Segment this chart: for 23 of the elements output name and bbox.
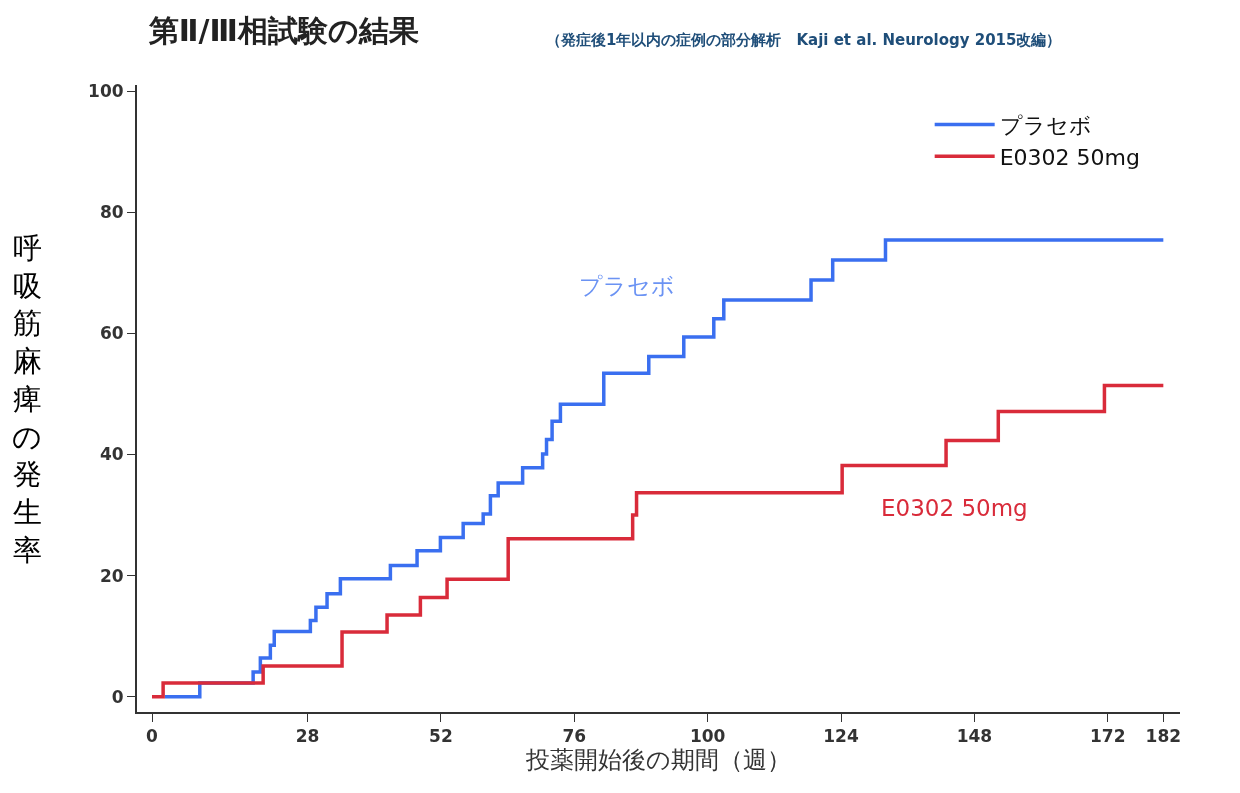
- x-tick-label: 76: [562, 726, 587, 747]
- x-tick-label: 148: [956, 726, 993, 747]
- y-tick-label: 40: [99, 444, 124, 465]
- y-tick-label: 0: [111, 686, 124, 707]
- annotation: E0302 50mg: [881, 495, 1028, 521]
- y-tick-label: 20: [99, 565, 124, 586]
- x-tick-label: 28: [295, 726, 320, 747]
- x-tick-label: 100: [689, 726, 726, 747]
- y-tick-label: 60: [99, 323, 124, 344]
- legend-label: E0302 50mg: [999, 144, 1140, 170]
- x-tick-label: 124: [823, 726, 859, 747]
- y-tick-label: 100: [88, 81, 124, 102]
- text: 呼吸筋麻痺の発生率: [12, 231, 42, 567]
- legend-label: プラセボ: [999, 113, 1092, 139]
- x-axis-title: 投薬開始後の期間（週）: [525, 746, 791, 775]
- x-tick-label: 52: [429, 726, 453, 747]
- y-tick-label: 80: [99, 202, 124, 223]
- annotation: プラセボ: [579, 273, 675, 299]
- x-tick-label: 182: [1145, 726, 1182, 747]
- x-tick-label: 172: [1090, 726, 1126, 747]
- x-tick-label: 0: [146, 726, 159, 747]
- chart-title: 第Ⅱ/Ⅲ相試験の結果: [147, 12, 419, 48]
- chart-subtitle: （発症後1年以内の症例の部分解析 Kaji et al. Neurology 2015改編）: [546, 31, 1062, 49]
